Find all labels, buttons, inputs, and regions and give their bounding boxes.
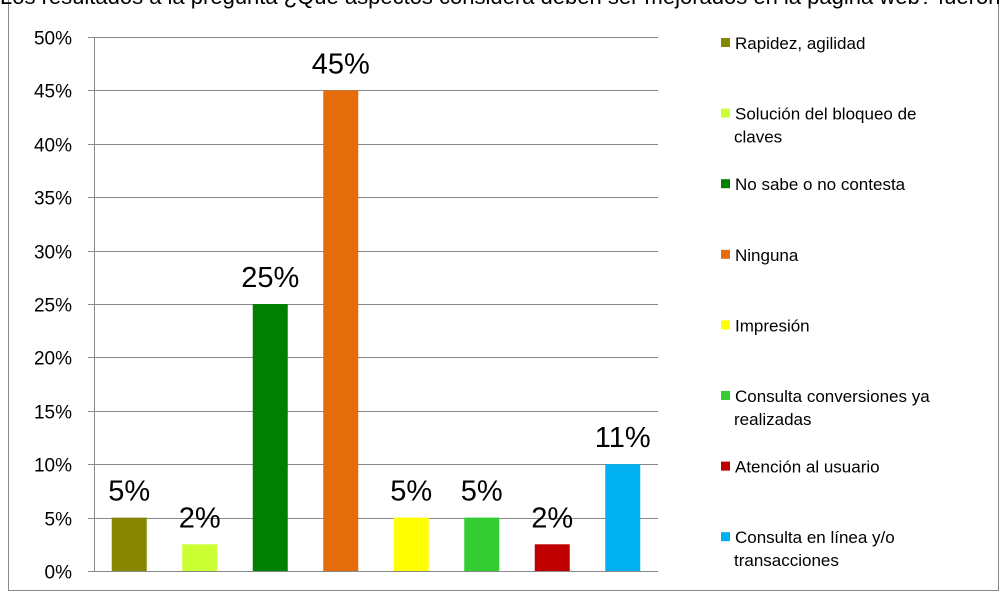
- data-labels: 5% 2% 25% 45% 5% 5% 2% 11%: [108, 48, 650, 534]
- data-label: 25%: [241, 262, 299, 294]
- legend-label: claves: [734, 128, 782, 147]
- bar: [252, 304, 288, 571]
- data-label: 5%: [390, 476, 432, 508]
- legend-swatch: [721, 179, 730, 189]
- y-tick-label: 35%: [34, 189, 72, 210]
- bar: [182, 544, 218, 571]
- y-tick-label: 40%: [34, 136, 72, 157]
- bar: [111, 517, 147, 571]
- legend-swatch: [721, 38, 730, 47]
- y-tick-label: 45%: [34, 82, 72, 103]
- data-label: 11%: [595, 422, 651, 454]
- legend-label: No sabe o no contesta: [735, 175, 906, 194]
- chart-frame: [8, 0, 999, 591]
- legend-swatch: [721, 461, 730, 471]
- data-label: 5%: [108, 476, 150, 508]
- y-tick-label: 5%: [45, 510, 73, 531]
- data-label: 5%: [461, 476, 503, 508]
- y-axis-ticks: 0% 5% 10% 15% 20% 25% 30% 35% 40% 45% 50%: [34, 29, 95, 584]
- legend-swatch: [721, 532, 730, 542]
- gridlines: [94, 37, 658, 572]
- y-tick-label: 15%: [34, 403, 72, 424]
- header-text: Los resultados a la pregunta ¿Qué aspect…: [0, 0, 1000, 8]
- legend-label: Atención al usuario: [735, 458, 880, 477]
- legend-label: transacciones: [734, 551, 839, 570]
- legend-swatch: [721, 249, 730, 259]
- legend-swatch: [721, 320, 730, 330]
- legend-label: Solución del bloqueo de: [735, 105, 916, 124]
- legend-label: realizadas: [734, 410, 812, 429]
- legend-label: Consulta conversiones ya: [735, 387, 930, 406]
- bar: [534, 544, 570, 571]
- legend-swatch: [721, 108, 730, 118]
- data-label: 2%: [531, 502, 573, 534]
- legend-label: Rapidez, agilidad: [735, 34, 865, 53]
- data-label: 45%: [312, 48, 370, 80]
- bar: [464, 517, 500, 571]
- bar: [605, 464, 641, 571]
- y-tick-label: 10%: [34, 456, 72, 477]
- bars: [111, 90, 641, 572]
- bar: [323, 90, 359, 572]
- legend-label: Ninguna: [735, 246, 799, 265]
- y-tick-label: 0%: [45, 563, 73, 584]
- legend-label: Consulta en línea y/o: [735, 528, 895, 547]
- y-tick-label: 50%: [34, 29, 72, 50]
- data-label: 2%: [179, 502, 221, 534]
- legend: Rapidez, agilidad Solución del bloqueo de…: [721, 34, 930, 570]
- y-tick-label: 30%: [34, 243, 72, 264]
- legend-swatch: [721, 391, 730, 400]
- y-tick-label: 25%: [34, 296, 72, 317]
- legend-label: Impresión: [735, 316, 810, 335]
- bar: [393, 517, 429, 571]
- y-tick-label: 20%: [34, 349, 72, 370]
